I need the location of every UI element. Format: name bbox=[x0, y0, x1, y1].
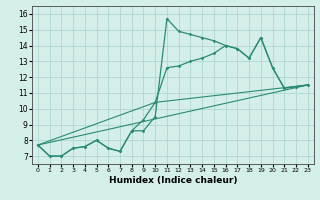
X-axis label: Humidex (Indice chaleur): Humidex (Indice chaleur) bbox=[108, 176, 237, 185]
